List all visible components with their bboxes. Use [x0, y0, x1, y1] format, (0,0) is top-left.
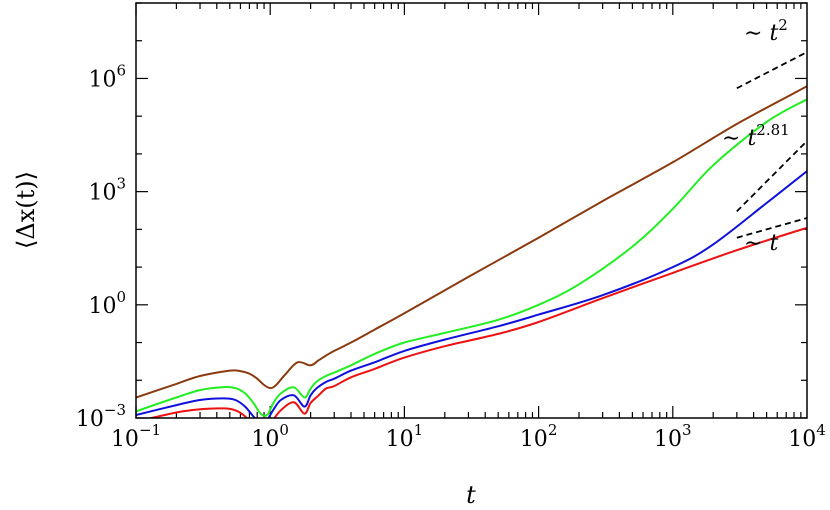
reference-line-0	[736, 51, 808, 90]
reference-line-1	[736, 140, 808, 212]
x-tick-label: 104	[788, 421, 826, 452]
annotation-t281: ∼ t2.81	[722, 121, 790, 151]
x-tick-label: 101	[386, 421, 424, 452]
annotation-t: ∼ t	[744, 231, 778, 256]
series-line-2	[136, 170, 807, 418]
plot-frame	[135, 2, 808, 419]
annotation-t2: ∼ t2	[744, 16, 788, 46]
series-line-1	[136, 98, 807, 417]
y-tick-labels: 10−3 100 103 106	[76, 61, 126, 432]
x-tick-labels: 10−1 100 101 102 103 104	[111, 421, 826, 452]
y-axis-label: ⟨Δx(t)⟩	[12, 171, 40, 249]
x-axis-label: t	[466, 481, 476, 509]
reference-lines	[736, 51, 808, 239]
y-tick-label: 106	[88, 61, 126, 92]
series-line-0	[136, 85, 807, 399]
series-line-3	[147, 226, 807, 418]
reference-line-2	[736, 217, 808, 239]
x-tick-label: 100	[251, 421, 289, 452]
x-tick-label: 102	[520, 421, 558, 452]
x-tick-label: 103	[654, 421, 692, 452]
y-tick-label: 103	[88, 175, 126, 206]
data-series	[136, 85, 807, 418]
y-tick-label: 10−3	[76, 401, 126, 432]
y-tick-label: 100	[88, 288, 126, 319]
axis-ticks	[135, 2, 807, 419]
x-tick-label: 10−1	[111, 421, 161, 452]
